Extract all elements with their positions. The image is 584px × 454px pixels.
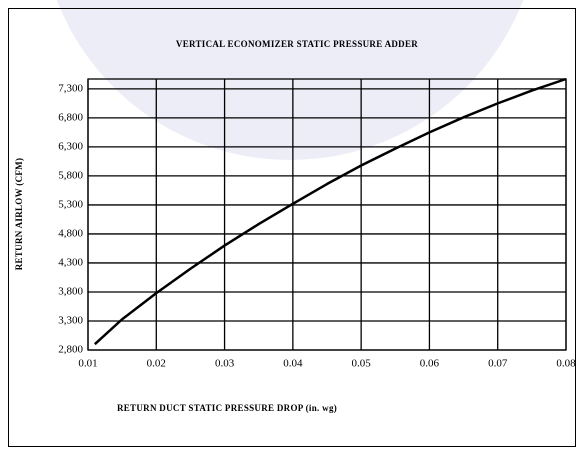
y-tick-label: 5,800 bbox=[58, 169, 83, 181]
y-tick-label: 7,300 bbox=[58, 82, 83, 94]
plot-border bbox=[87, 78, 567, 351]
x-tick-label: 0.08 bbox=[556, 358, 576, 370]
x-tick-label: 0.02 bbox=[147, 358, 166, 370]
x-axis-label: RETURN DUCT STATIC PRESSURE DROP (in. wg… bbox=[117, 403, 337, 413]
watermark bbox=[56, 0, 524, 160]
x-tick-label: 0.01 bbox=[78, 358, 97, 370]
frame bbox=[8, 8, 576, 447]
y-axis-label: RETURN AIRLOW (CFM) bbox=[14, 158, 24, 271]
y-tick-label: 6,300 bbox=[58, 140, 83, 152]
y-tick-label: 6,800 bbox=[58, 111, 83, 123]
y-tick-label: 4,800 bbox=[58, 227, 83, 239]
line bbox=[93, 77, 567, 346]
y-tick-label: 3,800 bbox=[58, 286, 83, 298]
x-tick-label: 0.06 bbox=[420, 358, 440, 370]
x-tick-label: 0.04 bbox=[283, 358, 303, 370]
x-tick-label: 0.03 bbox=[215, 358, 235, 370]
y-tick-label: 5,300 bbox=[58, 198, 83, 210]
x-tick-label: 0.05 bbox=[352, 358, 372, 370]
y-tick-label: 2,800 bbox=[58, 344, 83, 356]
x-tick-label: 0.07 bbox=[488, 358, 508, 370]
y-tick-label: 3,300 bbox=[58, 315, 83, 327]
chart-title: VERTICAL ECONOMIZER STATIC PRESSURE ADDE… bbox=[176, 39, 418, 49]
y-tick-label: 4,300 bbox=[58, 256, 83, 268]
